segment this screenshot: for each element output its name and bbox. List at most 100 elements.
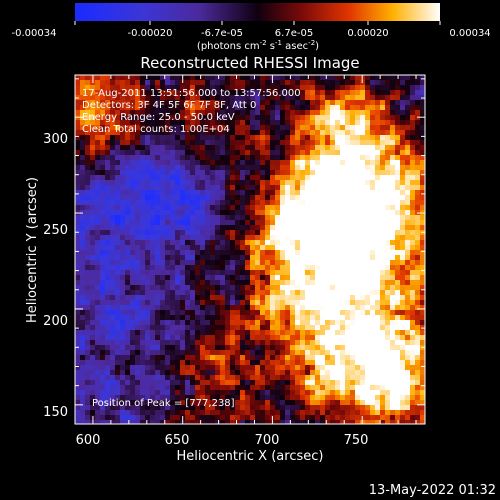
- image-pixel: [325, 120, 331, 126]
- image-pixel: [215, 375, 221, 381]
- image-pixel: [185, 200, 191, 206]
- image-pixel: [125, 185, 131, 191]
- image-pixel: [365, 120, 371, 126]
- image-pixel: [170, 335, 176, 341]
- image-pixel: [220, 105, 226, 111]
- image-pixel: [405, 225, 411, 231]
- image-pixel: [100, 205, 106, 211]
- image-pixel: [290, 400, 296, 406]
- image-pixel: [350, 230, 356, 236]
- image-pixel: [245, 275, 251, 281]
- image-pixel: [305, 230, 311, 236]
- image-pixel: [405, 185, 411, 191]
- image-pixel: [165, 120, 171, 126]
- image-pixel: [295, 95, 301, 101]
- image-pixel: [200, 225, 206, 231]
- image-pixel: [415, 250, 421, 256]
- image-pixel: [250, 275, 256, 281]
- image-pixel: [360, 240, 366, 246]
- image-pixel: [90, 335, 96, 341]
- image-pixel: [275, 265, 281, 271]
- image-pixel: [265, 85, 271, 91]
- image-pixel: [335, 205, 341, 211]
- image-pixel: [200, 280, 206, 286]
- image-pixel: [245, 400, 251, 406]
- image-pixel: [80, 375, 86, 381]
- image-pixel: [355, 345, 361, 351]
- image-pixel: [395, 355, 401, 361]
- image-pixel: [120, 310, 126, 316]
- image-pixel: [410, 95, 416, 101]
- image-pixel: [280, 210, 286, 216]
- image-pixel: [410, 135, 416, 141]
- image-pixel: [390, 365, 396, 371]
- image-pixel: [170, 355, 176, 361]
- image-pixel: [395, 125, 401, 131]
- image-pixel: [365, 210, 371, 216]
- image-pixel: [90, 305, 96, 311]
- image-pixel: [305, 105, 311, 111]
- image-pixel: [255, 380, 261, 386]
- image-pixel: [210, 250, 216, 256]
- image-pixel: [200, 125, 206, 131]
- image-pixel: [80, 385, 86, 391]
- image-pixel: [85, 160, 91, 166]
- image-pixel: [110, 210, 116, 216]
- image-pixel: [240, 130, 246, 136]
- image-pixel: [115, 310, 121, 316]
- image-pixel: [385, 340, 391, 346]
- image-pixel: [125, 265, 131, 271]
- image-pixel: [190, 160, 196, 166]
- image-pixel: [270, 385, 276, 391]
- image-pixel: [300, 205, 306, 211]
- image-pixel: [120, 410, 126, 416]
- image-pixel: [350, 410, 356, 416]
- image-pixel: [315, 260, 321, 266]
- image-pixel: [355, 370, 361, 376]
- image-pixel: [325, 355, 331, 361]
- image-pixel: [415, 100, 421, 106]
- image-pixel: [410, 310, 416, 316]
- image-pixel: [330, 345, 336, 351]
- image-pixel: [245, 390, 251, 396]
- image-pixel: [300, 300, 306, 306]
- image-pixel: [105, 320, 111, 326]
- image-pixel: [245, 155, 251, 161]
- image-pixel: [200, 175, 206, 181]
- image-pixel: [315, 405, 321, 411]
- image-pixel: [415, 265, 421, 271]
- image-pixel: [165, 250, 171, 256]
- image-pixel: [305, 155, 311, 161]
- image-pixel: [340, 355, 346, 361]
- image-pixel: [220, 235, 226, 241]
- image-pixel: [140, 275, 146, 281]
- image-pixel: [220, 340, 226, 346]
- image-pixel: [305, 255, 311, 261]
- image-pixel: [410, 85, 416, 91]
- image-pixel: [90, 330, 96, 336]
- image-pixel: [310, 150, 316, 156]
- image-pixel: [85, 100, 91, 106]
- image-pixel: [355, 385, 361, 391]
- image-pixel: [390, 185, 396, 191]
- image-pixel: [85, 105, 91, 111]
- image-pixel: [255, 345, 261, 351]
- image-pixel: [235, 380, 241, 386]
- image-pixel: [160, 185, 166, 191]
- image-pixel: [295, 325, 301, 331]
- image-pixel: [275, 390, 281, 396]
- image-pixel: [300, 375, 306, 381]
- image-pixel: [280, 275, 286, 281]
- image-pixel: [260, 120, 266, 126]
- image-pixel: [100, 270, 106, 276]
- image-pixel: [360, 110, 366, 116]
- image-pixel: [250, 340, 256, 346]
- image-pixel: [135, 215, 141, 221]
- image-pixel: [80, 240, 86, 246]
- image-pixel: [85, 390, 91, 396]
- image-pixel: [350, 315, 356, 321]
- image-pixel: [190, 365, 196, 371]
- image-pixel: [100, 255, 106, 261]
- image-pixel: [210, 210, 216, 216]
- image-pixel: [265, 100, 271, 106]
